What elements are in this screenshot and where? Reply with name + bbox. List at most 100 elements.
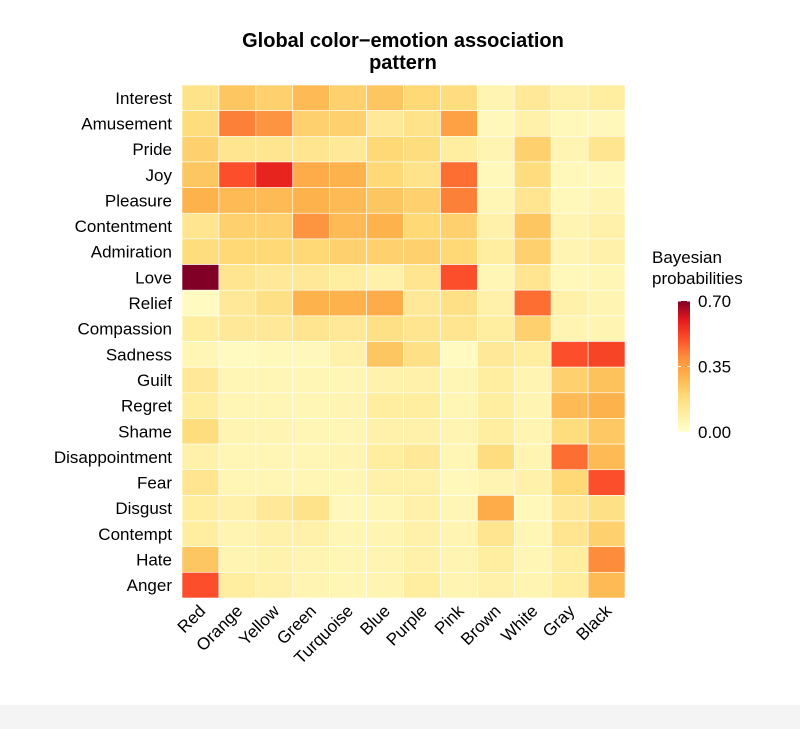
colorbar-tick-label: 0.00 <box>698 423 731 442</box>
heatmap-cell <box>403 315 441 342</box>
heatmap-cell <box>440 572 478 599</box>
heatmap-cell <box>587 161 626 188</box>
heatmap-cell <box>218 264 257 291</box>
heatmap-cell <box>403 264 441 291</box>
heatmap-cell <box>403 289 441 317</box>
heatmap-cell <box>255 238 294 265</box>
y-tick-label: Compassion <box>78 320 173 339</box>
heatmap-cell <box>181 212 220 240</box>
heatmap-cell <box>181 136 220 163</box>
heatmap-cell <box>366 84 404 111</box>
legend-title: Bayesian <box>652 248 722 267</box>
heatmap-cell <box>513 341 552 368</box>
heatmap-cell <box>477 264 515 291</box>
heatmap-cell <box>218 572 257 599</box>
heatmap-cell <box>513 212 552 240</box>
heatmap-cell <box>292 546 330 573</box>
heatmap-cell <box>587 341 626 368</box>
heatmap-cell <box>292 418 330 445</box>
y-tick-label: Love <box>135 268 172 287</box>
heatmap-cell <box>329 84 367 111</box>
heatmap-cell <box>366 238 404 265</box>
heatmap-cell <box>440 212 478 240</box>
heatmap-cell <box>218 366 257 394</box>
heatmap-cell <box>477 546 515 573</box>
heatmap-cell <box>292 520 330 547</box>
heatmap-cell <box>550 264 589 291</box>
heatmap-cell <box>513 366 552 394</box>
heatmap-cell <box>181 572 220 599</box>
heatmap-cell <box>587 546 626 573</box>
heatmap-cell <box>440 136 478 163</box>
heatmap-cell <box>218 392 257 419</box>
y-tick-label: Amusement <box>81 114 172 133</box>
heatmap-cell <box>366 392 404 419</box>
heatmap-cell <box>403 84 441 111</box>
heatmap-cell <box>329 392 367 419</box>
heatmap-cell <box>587 264 626 291</box>
heatmap-cell <box>366 212 404 240</box>
y-tick-label: Pleasure <box>105 191 172 210</box>
heatmap-cell <box>366 187 404 214</box>
heatmap-cell <box>329 495 367 522</box>
heatmap-cell <box>440 495 478 522</box>
heatmap-cell <box>218 84 257 111</box>
heatmap-cell <box>329 443 367 471</box>
heatmap-cell <box>218 110 257 137</box>
heatmap-cell <box>255 212 294 240</box>
heatmap-cell <box>403 366 441 394</box>
heatmap-cell <box>550 238 589 265</box>
heatmap-cell <box>181 443 220 471</box>
heatmap-cell <box>403 187 441 214</box>
heatmap-cell <box>366 520 404 547</box>
heatmap-cell <box>477 187 515 214</box>
heatmap-cell <box>513 520 552 547</box>
heatmap-cell <box>255 110 294 137</box>
heatmap-cell <box>440 315 478 342</box>
heatmap-cell <box>218 136 257 163</box>
heatmap-cell <box>513 469 552 496</box>
heatmap-cell <box>329 572 367 599</box>
heatmap-cell <box>587 84 626 111</box>
heatmap-cell <box>403 136 441 163</box>
heatmap-cell <box>292 264 330 291</box>
heatmap-cell <box>255 187 294 214</box>
y-tick-label: Fear <box>137 474 172 493</box>
heatmap-cell <box>440 392 478 419</box>
heatmap-cell <box>513 495 552 522</box>
y-tick-label: Joy <box>146 166 173 185</box>
heatmap-cell <box>329 366 367 394</box>
heatmap-cell <box>440 520 478 547</box>
heatmap-cell <box>218 520 257 547</box>
heatmap-cell <box>329 161 367 188</box>
heatmap-cell <box>181 495 220 522</box>
heatmap-cell <box>255 520 294 547</box>
heatmap-cell <box>292 110 330 137</box>
heatmap-cell <box>477 238 515 265</box>
heatmap-cell <box>366 289 404 317</box>
heatmap-cell <box>366 495 404 522</box>
heatmap-cell <box>292 136 330 163</box>
heatmap-cell <box>587 289 626 317</box>
heatmap-cell <box>587 520 626 547</box>
y-tick-label: Interest <box>115 89 172 108</box>
heatmap-cell <box>255 264 294 291</box>
heatmap-cell <box>587 443 626 471</box>
chart-title: pattern <box>369 52 437 74</box>
heatmap-cell <box>550 187 589 214</box>
heatmap-cell <box>255 469 294 496</box>
heatmap-cell <box>477 136 515 163</box>
heatmap-cell <box>329 418 367 445</box>
heatmap-cell <box>550 546 589 573</box>
heatmap-cell <box>255 341 294 368</box>
heatmap-cell <box>329 110 367 137</box>
heatmap-cell <box>477 443 515 471</box>
heatmap-cell <box>181 469 220 496</box>
heatmap-cell <box>218 212 257 240</box>
heatmap-cell <box>477 212 515 240</box>
heatmap-cell <box>181 110 220 137</box>
heatmap-cell <box>181 238 220 265</box>
heatmap-cell <box>292 341 330 368</box>
heatmap-cell <box>292 212 330 240</box>
heatmap-cell <box>181 546 220 573</box>
